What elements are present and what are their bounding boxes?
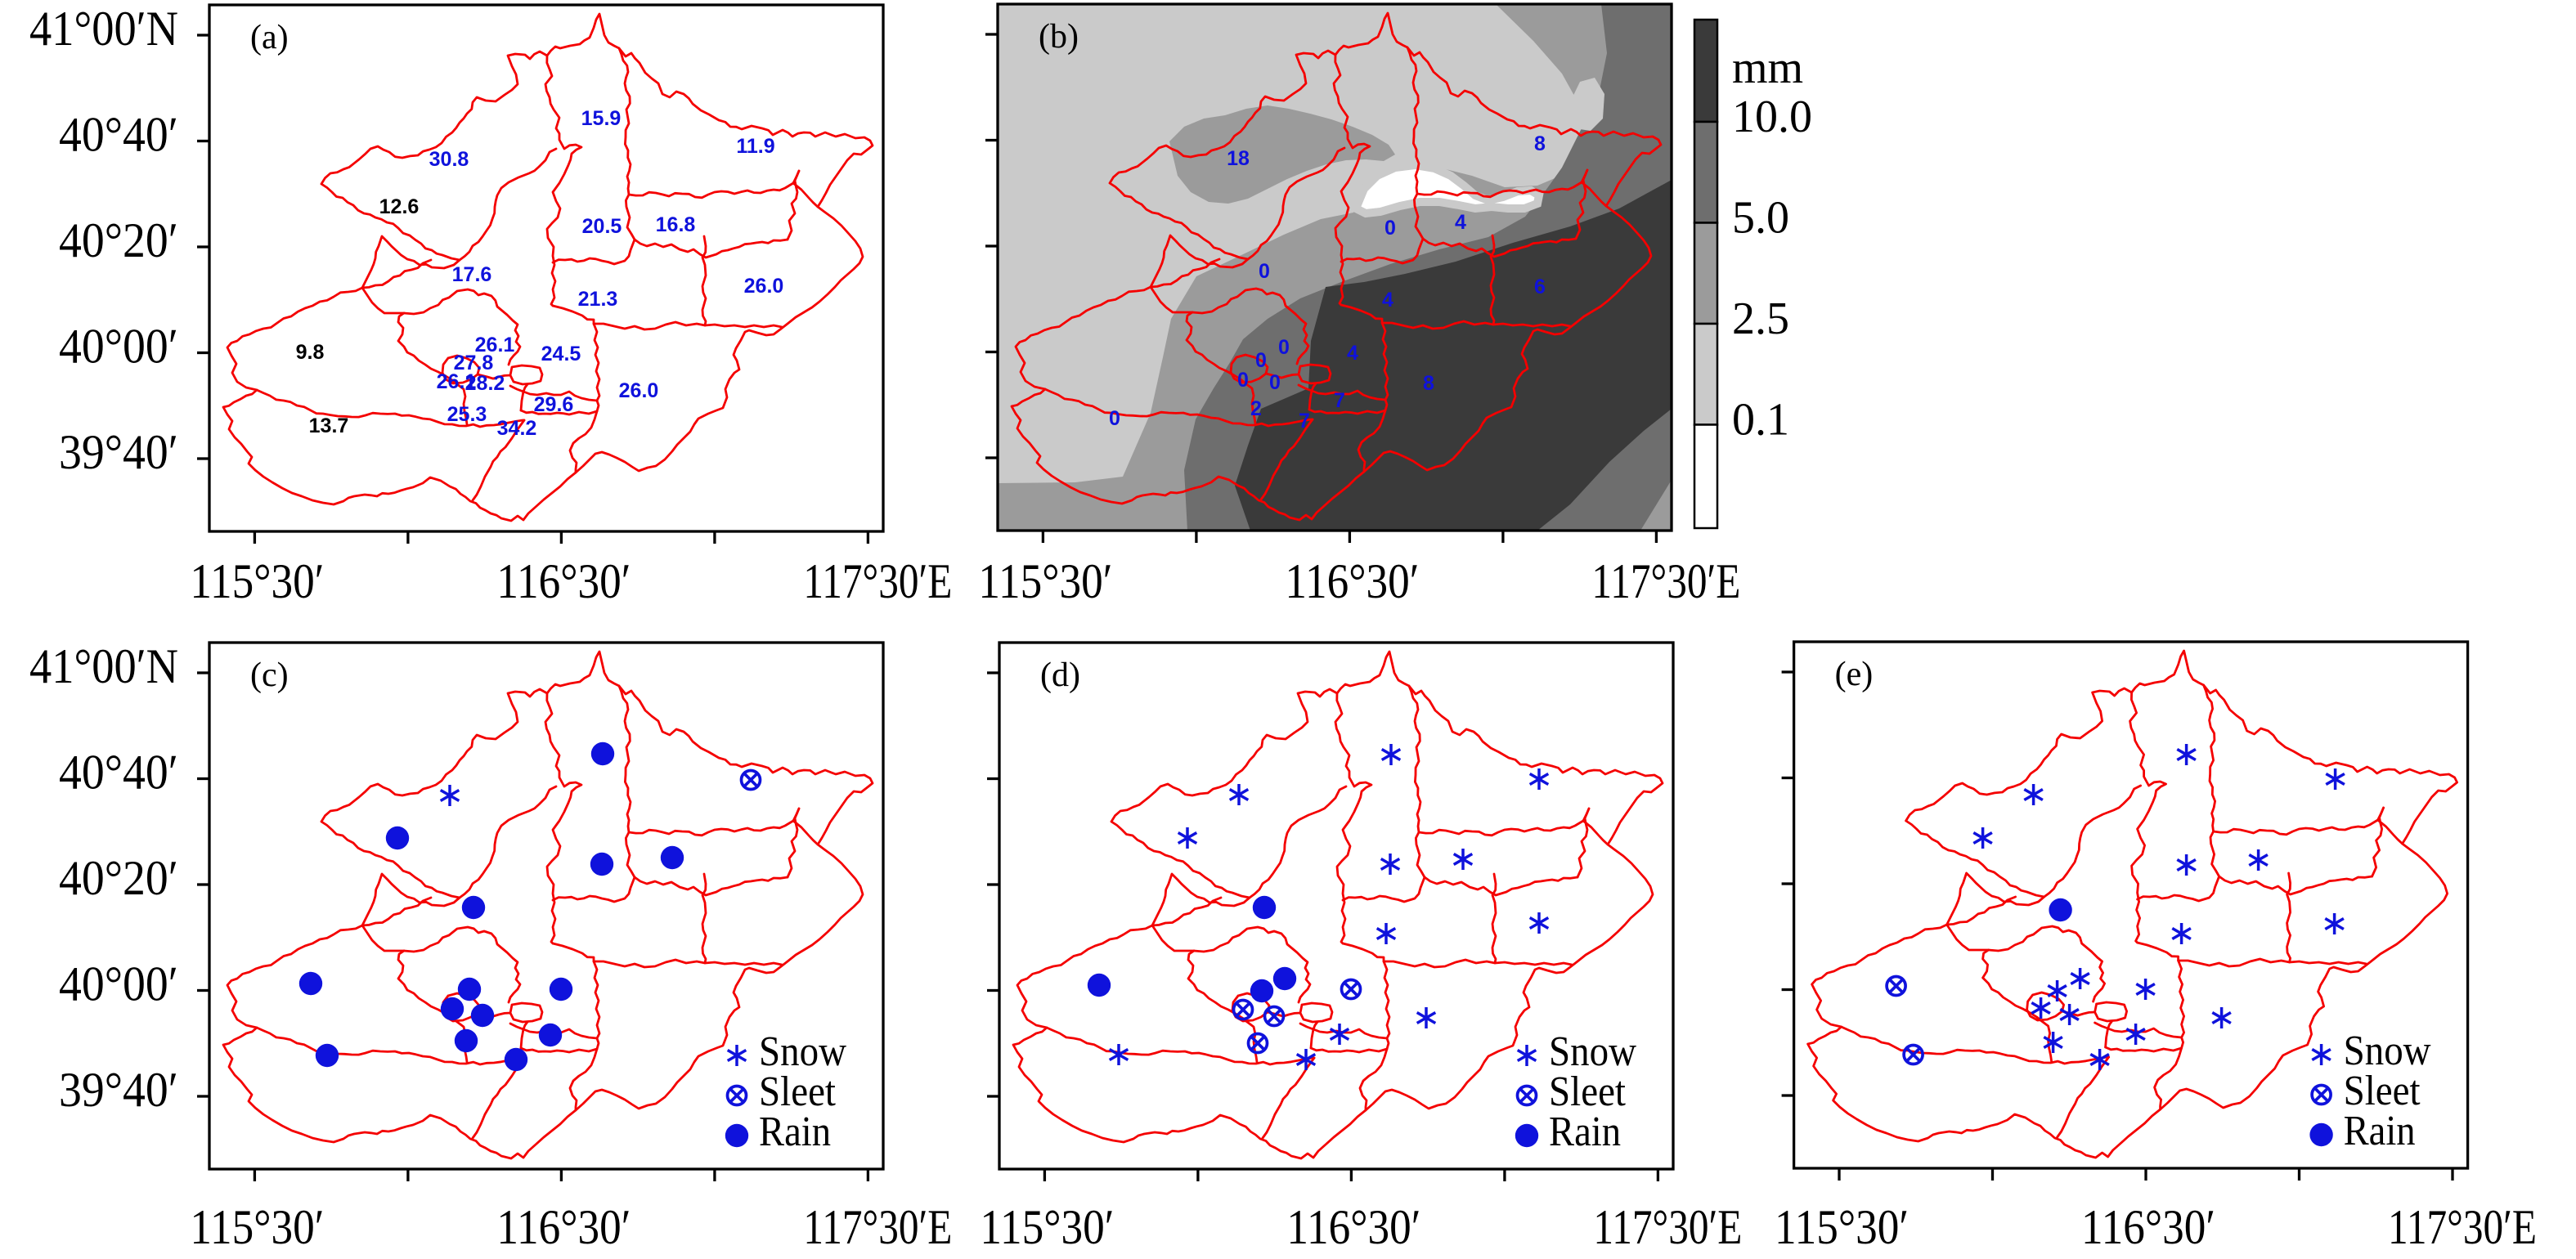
svg-text:Sleet: Sleet: [2344, 1068, 2421, 1114]
svg-text:Rain: Rain: [1549, 1109, 1621, 1155]
svg-text:0: 0: [1269, 371, 1281, 394]
svg-text:(b): (b): [1039, 18, 1079, 56]
svg-text:8: 8: [1423, 372, 1434, 395]
svg-text:26.0: 26.0: [744, 275, 784, 298]
svg-text:9.8: 9.8: [296, 341, 325, 364]
svg-text:Snow: Snow: [2344, 1028, 2431, 1074]
svg-text:(d): (d): [1040, 656, 1080, 694]
svg-text:Snow: Snow: [1549, 1028, 1636, 1075]
svg-text:28.2: 28.2: [465, 372, 505, 395]
svg-text:39°40′: 39°40′: [59, 1063, 178, 1117]
svg-text:Sleet: Sleet: [759, 1069, 836, 1115]
svg-text:12.6: 12.6: [379, 195, 420, 218]
svg-text:117°30′E: 117°30′E: [803, 1200, 952, 1254]
svg-text:0: 0: [1384, 217, 1396, 240]
svg-text:2.5: 2.5: [1732, 293, 1789, 344]
svg-text:(e): (e): [1835, 656, 1874, 693]
svg-text:115°30′: 115°30′: [190, 554, 324, 608]
svg-text:116°30′: 116°30′: [496, 554, 631, 608]
svg-text:40°00′: 40°00′: [59, 320, 178, 374]
svg-text:115°30′: 115°30′: [980, 1200, 1114, 1254]
svg-text:27.8: 27.8: [454, 352, 494, 374]
svg-text:26.1: 26.1: [437, 370, 477, 393]
svg-text:0.1: 0.1: [1732, 395, 1789, 446]
svg-text:0: 0: [1237, 369, 1249, 392]
svg-text:4: 4: [1347, 342, 1358, 365]
svg-text:25.3: 25.3: [447, 403, 487, 426]
svg-text:40°40′: 40°40′: [59, 746, 178, 800]
svg-text:41°00′N: 41°00′N: [29, 2, 178, 56]
svg-text:16.8: 16.8: [656, 213, 696, 236]
svg-text:(c): (c): [250, 656, 289, 694]
svg-text:117°30′E: 117°30′E: [2388, 1200, 2537, 1254]
svg-text:2: 2: [1250, 397, 1262, 420]
svg-text:34.2: 34.2: [497, 417, 537, 440]
svg-text:117°30′E: 117°30′E: [1591, 554, 1740, 608]
svg-text:40°20′: 40°20′: [59, 851, 178, 905]
svg-text:0: 0: [1278, 336, 1290, 359]
svg-text:7: 7: [1334, 389, 1345, 412]
svg-text:29.6: 29.6: [534, 393, 574, 416]
svg-text:116°30′: 116°30′: [1286, 1200, 1420, 1254]
svg-text:4: 4: [1455, 211, 1466, 234]
svg-text:18: 18: [1227, 147, 1250, 170]
svg-text:20.5: 20.5: [582, 215, 622, 238]
svg-text:5.0: 5.0: [1732, 193, 1789, 244]
svg-text:0: 0: [1259, 260, 1270, 283]
svg-text:(a): (a): [250, 19, 289, 56]
svg-text:116°30′: 116°30′: [2081, 1200, 2215, 1254]
svg-text:39°40′: 39°40′: [59, 425, 178, 479]
svg-text:Rain: Rain: [2344, 1108, 2416, 1154]
svg-text:6: 6: [1534, 276, 1546, 298]
svg-text:4: 4: [1382, 289, 1393, 311]
svg-text:115°30′: 115°30′: [190, 1200, 324, 1254]
svg-text:115°30′: 115°30′: [1775, 1200, 1909, 1254]
svg-text:30.8: 30.8: [429, 148, 469, 171]
svg-text:117°30′E: 117°30′E: [803, 554, 952, 608]
svg-text:26.1: 26.1: [475, 334, 515, 356]
svg-text:Rain: Rain: [759, 1109, 831, 1155]
svg-text:mm: mm: [1732, 43, 1803, 93]
svg-text:26.0: 26.0: [619, 379, 659, 402]
svg-text:116°30′: 116°30′: [1285, 554, 1419, 608]
svg-text:Snow: Snow: [759, 1028, 846, 1075]
svg-text:117°30′E: 117°30′E: [1593, 1200, 1742, 1254]
svg-text:7: 7: [1299, 410, 1310, 432]
svg-text:0: 0: [1255, 349, 1267, 372]
svg-text:115°30′: 115°30′: [978, 554, 1112, 608]
svg-text:11.9: 11.9: [736, 135, 774, 158]
svg-text:40°40′: 40°40′: [59, 108, 178, 162]
svg-text:8: 8: [1534, 132, 1546, 155]
svg-text:15.9: 15.9: [581, 107, 622, 130]
svg-text:21.3: 21.3: [578, 288, 618, 311]
svg-text:10.0: 10.0: [1732, 92, 1812, 142]
svg-text:41°00′N: 41°00′N: [29, 639, 178, 693]
svg-text:0: 0: [1109, 407, 1120, 430]
svg-text:17.6: 17.6: [452, 263, 492, 286]
svg-text:116°30′: 116°30′: [496, 1200, 631, 1254]
svg-text:24.5: 24.5: [541, 343, 581, 365]
svg-text:40°20′: 40°20′: [59, 213, 178, 267]
svg-text:13.7: 13.7: [309, 414, 349, 437]
svg-text:40°00′: 40°00′: [59, 957, 178, 1011]
svg-text:Sleet: Sleet: [1549, 1069, 1626, 1115]
